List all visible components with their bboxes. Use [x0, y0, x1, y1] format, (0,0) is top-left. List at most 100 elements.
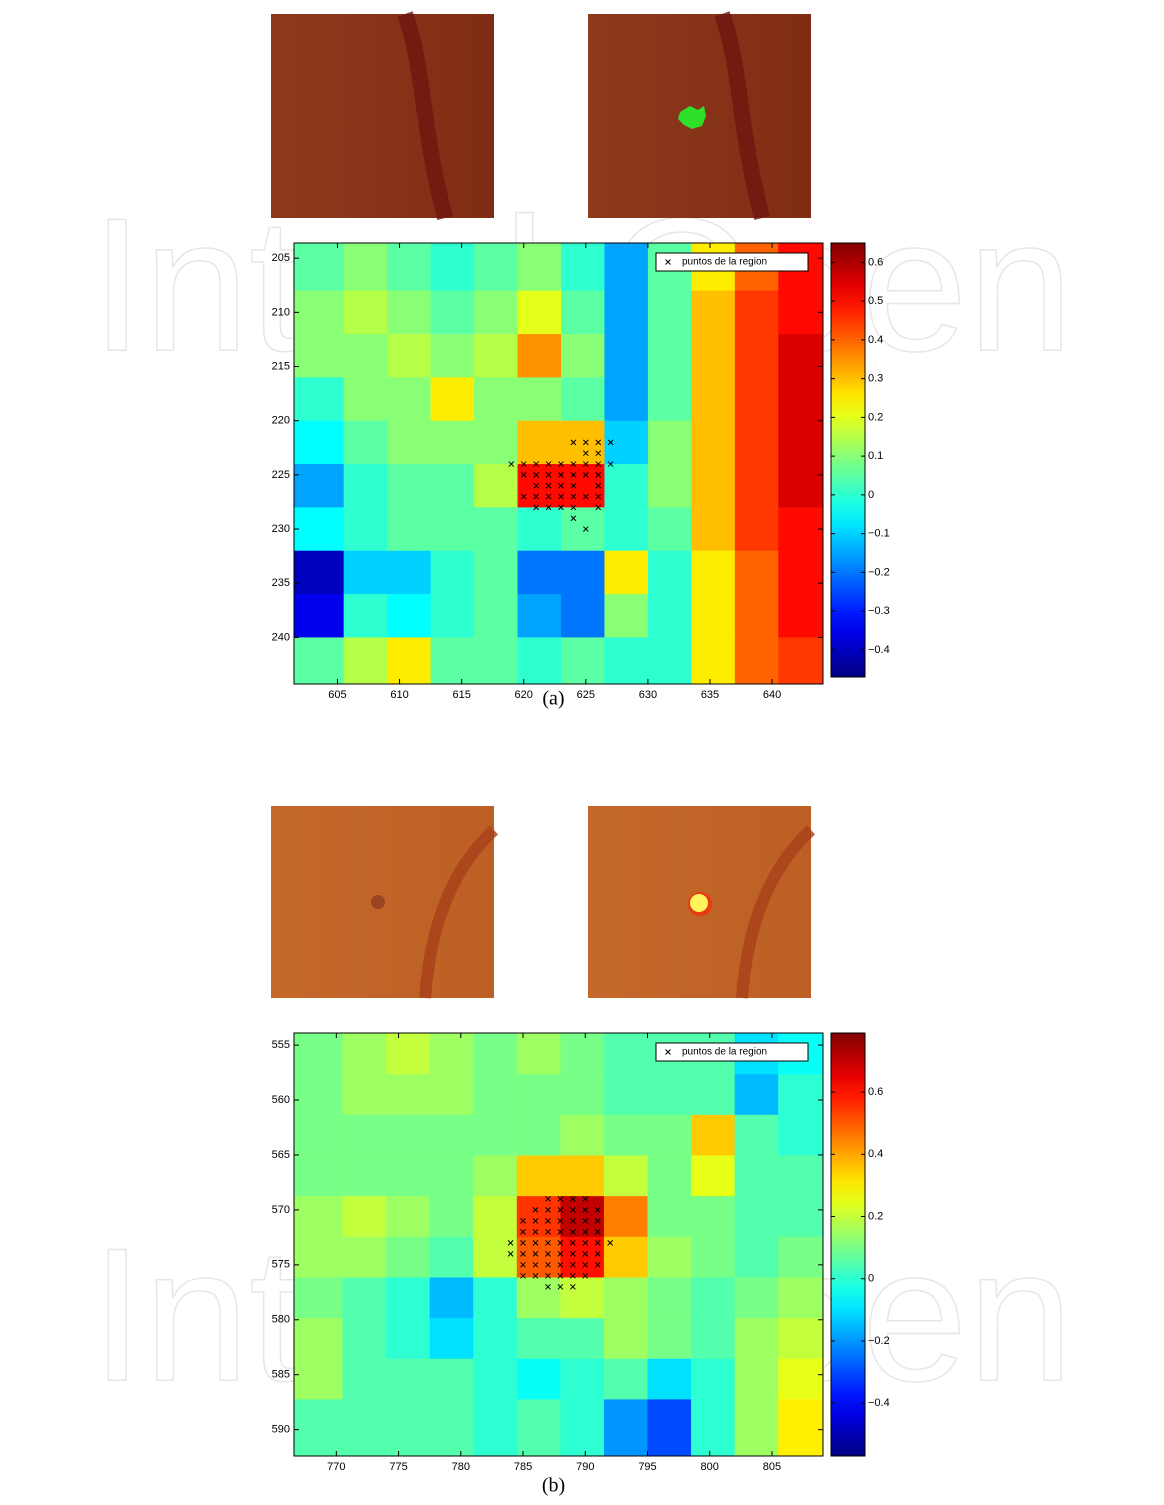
- region-point: [545, 1250, 551, 1257]
- heat-cell: [516, 1318, 561, 1360]
- heat-cell: [386, 1114, 431, 1157]
- region-point: [582, 1218, 589, 1224]
- heat-cell: [516, 1033, 561, 1075]
- region-point: [595, 472, 602, 478]
- region-point: [570, 439, 577, 446]
- heat-cell: [603, 1277, 648, 1319]
- colorbar-tick-label: 0.6: [868, 256, 883, 268]
- region-point: [582, 526, 589, 532]
- region-point: [595, 482, 602, 489]
- x-tick-label: 805: [763, 1461, 781, 1473]
- heat-cell: [430, 420, 475, 465]
- heat-cell: [734, 1358, 779, 1400]
- heat-cell: [691, 1033, 736, 1075]
- region-point: [545, 504, 552, 511]
- heat-cell: [474, 507, 519, 552]
- heat-cell: [560, 1277, 605, 1319]
- heat-cell: [604, 464, 649, 508]
- heat-cell: [778, 550, 823, 595]
- heat-cell: [430, 290, 475, 335]
- heat-cell: [429, 1399, 474, 1456]
- axes-frame: [293, 242, 824, 685]
- heat-cell: [691, 334, 736, 378]
- heat-cell: [473, 1277, 518, 1319]
- colorbar-tick-label: 0.1: [868, 450, 883, 462]
- heat-cell: [691, 1236, 736, 1278]
- heat-cell: [647, 1155, 692, 1197]
- heat-cell: [429, 1114, 474, 1157]
- heat-cell: [517, 594, 562, 638]
- heat-cell: [778, 1236, 823, 1278]
- x-tick-label: 625: [577, 689, 595, 701]
- heat-cell: [604, 637, 649, 684]
- region-point: [557, 1283, 564, 1290]
- x-tick-label: 790: [576, 1461, 594, 1473]
- heat-cell: [387, 507, 432, 552]
- heat-cell: [647, 1114, 692, 1157]
- heat-cell: [430, 637, 475, 684]
- y-tick-label: 220: [272, 415, 290, 427]
- region-point: [532, 1272, 539, 1279]
- heat-cell: [342, 1399, 387, 1456]
- heat-cell: [647, 1074, 692, 1116]
- heat-cell: [560, 1074, 605, 1116]
- region-point: [508, 461, 515, 467]
- region-point: [570, 515, 577, 522]
- heat-cell: [430, 550, 475, 595]
- region-point: [595, 504, 602, 511]
- heat-cell: [778, 637, 823, 684]
- y-tick-label: 575: [272, 1259, 290, 1271]
- heat-cell: [294, 464, 345, 508]
- heat-cell: [734, 1318, 779, 1360]
- colorbar-tick-label: 0.2: [868, 411, 883, 423]
- heat-cell: [387, 550, 432, 595]
- heat-cell: [294, 1277, 344, 1319]
- heat-cell: [473, 1074, 518, 1116]
- x-tick-label: 635: [701, 689, 719, 701]
- photo-segmented-b: [588, 806, 816, 999]
- region-point: [582, 439, 589, 446]
- heat-cell: [516, 1114, 561, 1157]
- heat-cell: [734, 1399, 779, 1456]
- region-point: [520, 1250, 526, 1257]
- heat-cell: [386, 1196, 431, 1238]
- x-tick-label: 795: [638, 1461, 656, 1473]
- region-point: [594, 1261, 601, 1268]
- heat-cell: [387, 334, 432, 378]
- heat-cell: [647, 334, 692, 378]
- region-point: [532, 1239, 539, 1246]
- heat-cell: [429, 1358, 474, 1400]
- region-point: [545, 1207, 551, 1213]
- heat-cell: [473, 1155, 518, 1197]
- colorbar-tick-label: 0.6: [868, 1086, 883, 1098]
- heat-cell: [473, 1399, 518, 1456]
- heat-cell: [691, 1114, 736, 1157]
- legend-marker: [665, 259, 671, 265]
- region-point: [570, 461, 577, 467]
- heat-cell: [343, 507, 388, 552]
- heat-cell: [294, 1318, 344, 1360]
- x-tick-label: 610: [390, 689, 408, 701]
- heat-cell: [734, 594, 779, 638]
- heat-cell: [604, 377, 649, 422]
- heat-cell: [386, 1074, 431, 1116]
- region-point: [532, 1218, 539, 1224]
- heat-cell: [387, 243, 432, 292]
- region-point: [545, 482, 552, 489]
- region-point: [545, 1218, 551, 1224]
- heat-cell: [560, 1114, 605, 1157]
- heat-cell: [294, 637, 345, 684]
- heat-cell: [604, 420, 649, 465]
- heat-cell: [342, 1074, 387, 1116]
- region-point: [558, 493, 564, 500]
- x-tick-label: 620: [515, 689, 533, 701]
- heat-cell: [294, 290, 345, 335]
- heat-cell: [474, 243, 519, 292]
- heat-cell: [429, 1236, 474, 1278]
- heat-cell: [603, 1318, 648, 1360]
- colorbar: [830, 242, 866, 678]
- heat-cell: [691, 550, 736, 595]
- colorbar-tick-label: −0.3: [868, 605, 890, 617]
- region-point: [532, 1207, 539, 1213]
- region-point: [558, 472, 564, 478]
